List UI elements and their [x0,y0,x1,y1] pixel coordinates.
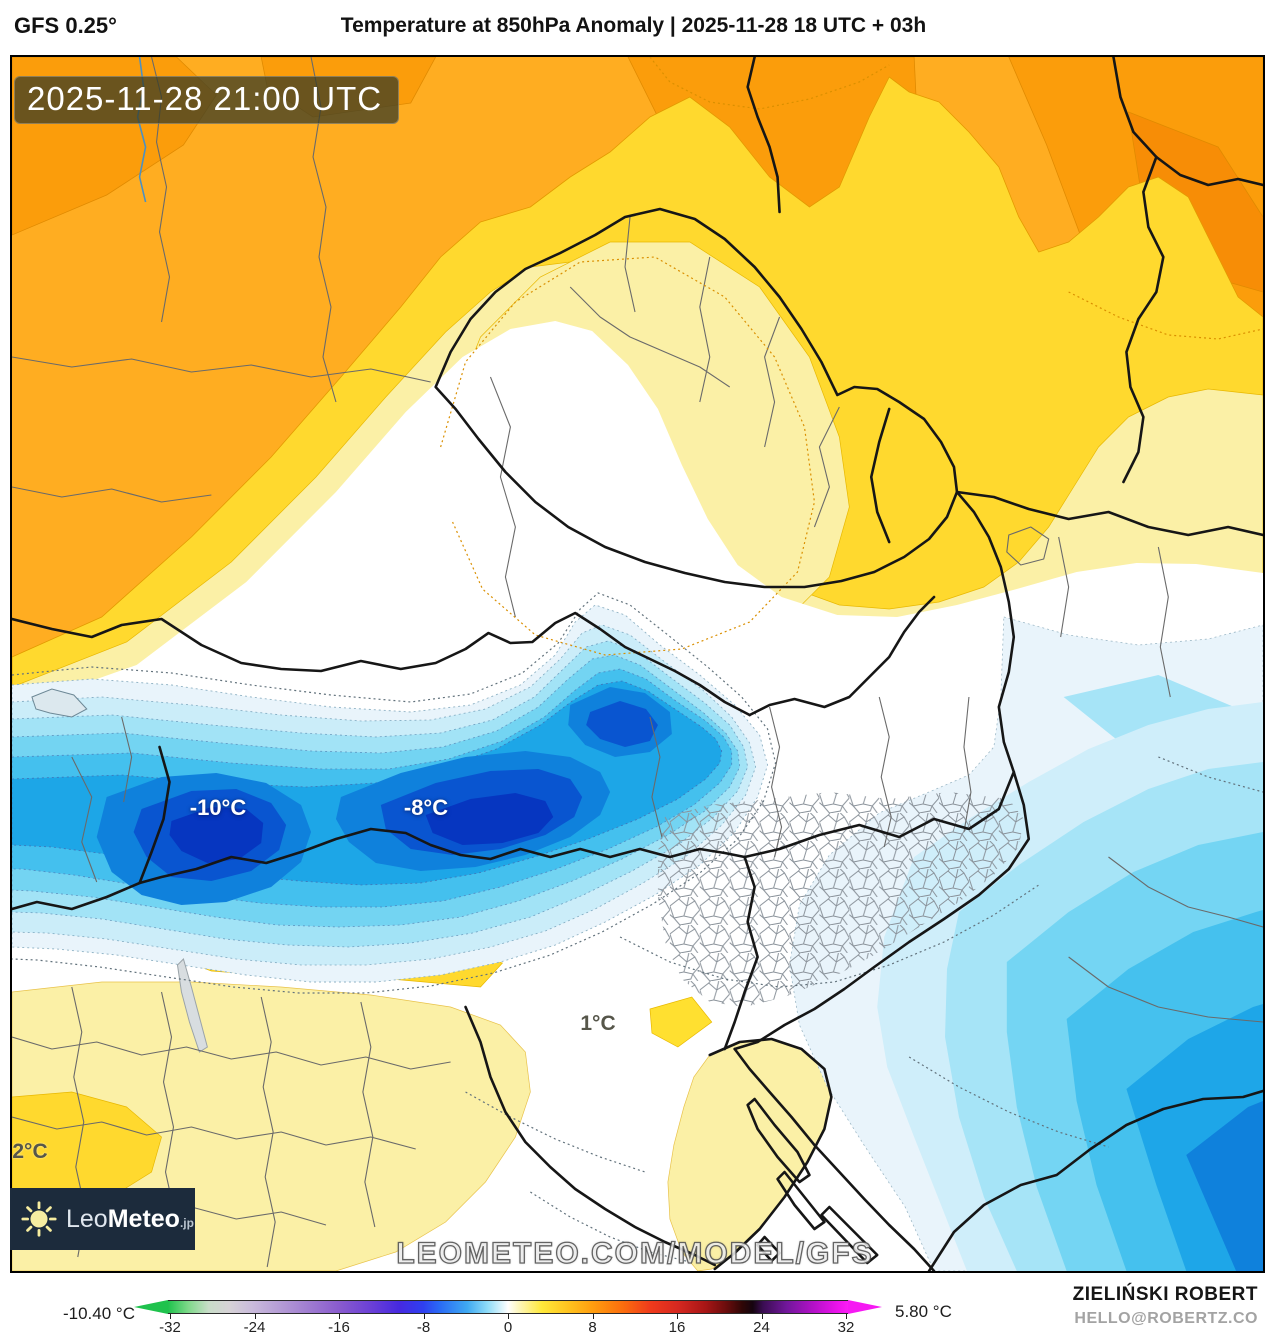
contour-dotted-warm [440,57,1263,656]
scale-tick-label: 8 [588,1319,597,1336]
sun-icon [21,1201,57,1237]
leometeo-logo: LeoMeteo.jp [10,1188,195,1250]
scale-tick-label: 24 [753,1319,770,1336]
scale-max-label: 5.80 °C [895,1302,952,1321]
header-bar: GFS 0.25° Temperature at 850hPa Anomaly … [0,0,1267,55]
logo-text-bold: Meteo [107,1204,180,1233]
scale-tick-label: -24 [243,1319,266,1336]
weather-map: 2025-11-28 21:00 UTC -10°C -8°C 1°C 2°C … [10,55,1265,1273]
logo-text-suffix: .jp [179,1215,194,1230]
temp-label: -10°C [189,795,247,820]
color-scale-legend: -10.40 °C 5.80 °C -32 -24 -16 -8 0 8 16 24 32 [0,1273,1267,1338]
timestamp-overlay: 2025-11-28 21:00 UTC [14,76,400,124]
scale-tick-label: -8 [416,1319,431,1336]
scale-tick-mark [592,1314,594,1319]
anomaly-blue-southeast [789,616,1263,1271]
scale-tick-mark [170,1314,171,1319]
temp-label: -8°C [403,795,449,820]
lakes [31,57,208,1053]
page-title: Temperature at 850hPa Anomaly | 2025-11-… [340,14,927,37]
scale-tick-label: 16 [668,1319,686,1336]
country-borders [12,57,1263,1271]
scale-tick-mark [508,1314,509,1319]
model-label: GFS 0.25° [14,13,117,38]
admin-borders [12,57,1263,1268]
scale-tick-label: 32 [837,1319,855,1336]
scale-arrow-right [848,1300,882,1314]
scale-tick-mark [254,1314,256,1319]
scale-tick-mark [423,1314,425,1319]
scale-tick-label: -16 [328,1319,350,1336]
anomaly-blue-alps [12,604,769,983]
logo-text-light: Leo [66,1204,108,1233]
temp-label: 1°C [580,1012,616,1035]
scale-arrow-left [134,1300,168,1314]
credits-block: ZIELIŃSKI ROBERT HELLO@ROBERTZ.CO [1073,1284,1258,1328]
scale-tick-mark [846,1314,847,1319]
watermark: LEOMETEO.COM/MODEL/GFS [396,1236,874,1270]
logo-text: LeoMeteo.jp [66,1205,194,1234]
author-email: HELLO@ROBERTZ.CO [1074,1310,1258,1327]
scale-min-label: -10.40 °C [62,1304,135,1323]
scale-tick-mark [761,1314,763,1319]
temp-label: 2°C [12,1140,48,1163]
municipality-mesh [657,792,1024,1007]
contour-dotted [12,592,1263,1263]
map-canvas [12,57,1263,1271]
scale-tick-mark [677,1314,678,1319]
scale-tick-label: 0 [503,1319,513,1336]
scale-tick-mark [339,1314,340,1319]
author-name: ZIELIŃSKI ROBERT [1072,1284,1258,1305]
scale-gradient-bar [168,1300,848,1314]
scale-tick-label: -32 [159,1319,181,1336]
